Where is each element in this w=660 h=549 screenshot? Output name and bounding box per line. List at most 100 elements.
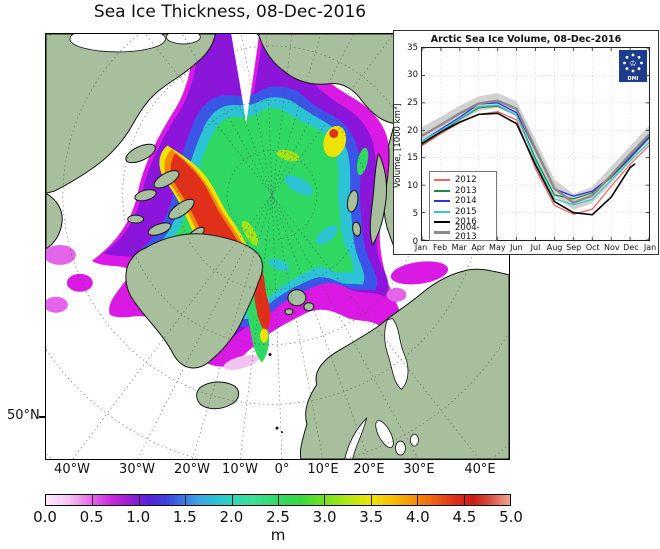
gulf-of-bothnia [375, 420, 394, 448]
inset-y-tick: 25 [407, 97, 418, 108]
colorbar-tick-label: 4.0 [405, 508, 430, 526]
thickness-colorbar [45, 494, 511, 506]
lake-ladoga [395, 440, 406, 456]
map-lat-tick [39, 416, 45, 418]
inset-plot-area [421, 47, 650, 241]
land-island-5 [147, 222, 172, 236]
ice-patch-barents-1 [390, 261, 449, 285]
land-svalbard-2 [303, 302, 315, 312]
inset-y-tick: 35 [407, 42, 418, 53]
land-svalbard-3 [284, 308, 294, 316]
ice-patch-baffin-2 [66, 273, 93, 292]
legend-line-sample [434, 179, 450, 182]
land-faroe-2 [280, 431, 283, 434]
inset-x-tick: Nov [604, 243, 620, 252]
series-2016 [422, 112, 636, 216]
inset-x-tick: Apr [471, 243, 486, 252]
legend-line-sample [434, 231, 450, 235]
inset-y-tick: 5 [412, 208, 418, 219]
dmi-logo: ♔ DMI [619, 50, 647, 82]
colorbar-unit-label: m [270, 526, 286, 544]
ice-patch-baffin-1 [46, 245, 76, 265]
colorbar-divider [231, 495, 233, 505]
colorbar-divider [324, 495, 326, 505]
map-x-tick-label: 40°W [54, 462, 90, 477]
colorbar-divider [185, 495, 187, 505]
map-x-tick-label: 20°W [174, 462, 210, 477]
land-svalbard-1 [287, 289, 307, 307]
land-north-america [46, 34, 216, 194]
map-lat-label: 50°N [7, 408, 40, 423]
map-x-tick-label: 10°E [307, 462, 339, 477]
land-island-2 [153, 170, 180, 189]
inset-legend: 2012 2013 2014 2015 2016 2004-2013 [429, 171, 497, 241]
land-severnaya-1 [346, 189, 359, 213]
colorbar-divider [417, 495, 419, 505]
inset-y-tick: 15 [407, 153, 418, 164]
inset-y-tick: 30 [407, 70, 418, 81]
beaufort-open-water [69, 34, 166, 53]
inset-x-tick: Feb [432, 243, 448, 252]
ice-cyan-wisp-1 [284, 175, 314, 196]
inset-chart-title: Arctic Sea Ice Volume, 08-Dec-2016 [430, 34, 622, 45]
ice-svalbard-red-dot [329, 129, 339, 139]
page-title: Sea Ice Thickness, 08-Dec-2016 [93, 2, 367, 22]
inset-y-tick: 20 [407, 125, 418, 136]
land-greenland [125, 233, 263, 369]
inset-x-tick: Sep [566, 243, 582, 252]
colorbar-divider [138, 495, 140, 505]
map-x-tick-label: 10°W [222, 462, 258, 477]
land-labrador-tongue [46, 192, 63, 250]
legend-line-sample [434, 189, 450, 192]
ice-green-wisp-kara [356, 147, 369, 176]
colorbar-tick-label: 2.0 [219, 508, 244, 526]
coastal-open-water [166, 34, 201, 45]
ice-patch-baffin-3 [46, 296, 68, 313]
land-island-7 [127, 214, 145, 224]
dmi-logo-stars [623, 53, 643, 73]
legend-item-2015: 2015 [434, 207, 492, 218]
legend-item-2016: 2016 [434, 217, 492, 228]
legend-label: 2013 [455, 185, 477, 196]
ice-cyan-wisp-3 [268, 258, 290, 271]
series-2004-2013 [422, 99, 649, 204]
lake-onega [410, 433, 419, 447]
inset-x-tick: Mar [451, 243, 467, 252]
inset-x-tick: Aug [546, 243, 563, 252]
colorbar-tick-label: 4.5 [452, 508, 477, 526]
colorbar-divider [370, 495, 372, 505]
land-island-1 [125, 143, 156, 164]
inset-x-tick: May [489, 243, 506, 252]
legend-item-2012: 2012 [434, 175, 492, 186]
ice-cyan-wisp-2 [316, 225, 338, 245]
ice-svalbard-yellow-patch [323, 125, 347, 158]
colorbar-tick-label: 5.0 [499, 508, 523, 526]
dmi-logo-text: DMI [628, 76, 639, 82]
arctic-map-graphic [46, 34, 509, 459]
legend-line-sample [434, 210, 450, 213]
map-x-tick-label: 20°E [353, 462, 385, 477]
inset-x-tick: Jan [414, 243, 428, 252]
legend-label: 2016 [455, 217, 477, 227]
legend-label: 2015 [455, 206, 477, 217]
volume-inset-chart: Arctic Sea Ice Volume, 08-Dec-2016 Volum… [393, 30, 659, 255]
series-2015 [422, 104, 649, 206]
map-x-tick-label: 40°E [464, 462, 496, 477]
ice-egreenland-yellow-dot [260, 328, 269, 343]
colorbar-tick-label: 3.5 [359, 508, 384, 526]
colorbar-tick-label: 2.5 [266, 508, 290, 526]
colorbar-divider [92, 495, 94, 505]
ice-patch-barents-2 [386, 287, 407, 302]
inset-y-tick: 0 [412, 236, 418, 247]
dmi-crown-icon: ♔ [629, 59, 636, 68]
bering-open-water-wedge [231, 34, 260, 124]
land-jan-mayen [268, 352, 272, 356]
land-novaya-zemlya [369, 152, 387, 246]
colorbar-tick-label: 1.0 [126, 508, 151, 526]
land-faroe-1 [275, 426, 279, 430]
map-x-tick-label: 30°W [119, 462, 155, 477]
colorbar-divider [278, 495, 279, 505]
legend-label: 2004-2013 [455, 223, 480, 242]
legend-item-2014: 2014 [434, 196, 492, 207]
land-island-3 [134, 189, 157, 202]
